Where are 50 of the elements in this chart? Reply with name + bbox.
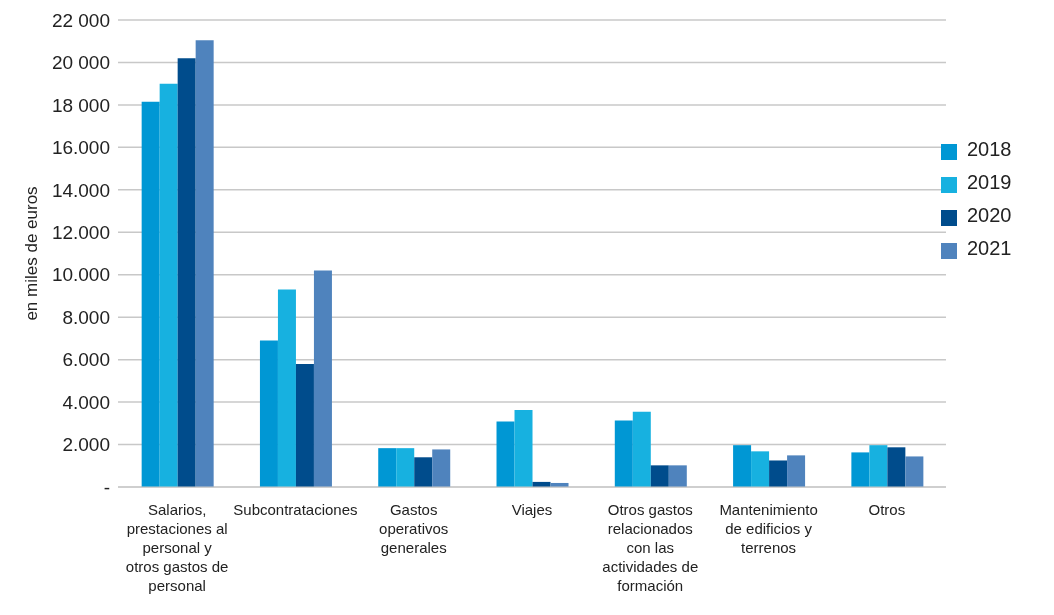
y-tick-label: 12.000 (51, 222, 110, 244)
y-tick-label: 16.000 (51, 137, 110, 159)
bar (851, 452, 870, 487)
x-tick-label: Mantenimiento de edificios y terrenos (719, 501, 818, 556)
x-tick-label: Salarios, prestaciones al personal y otros gastos de personal (125, 501, 229, 594)
y-tick-label: 10.000 (51, 264, 110, 286)
bar (869, 445, 888, 487)
bar (295, 363, 314, 487)
bar (668, 465, 687, 487)
x-tick-label: Otros (868, 501, 906, 518)
bar (650, 465, 669, 487)
y-tick-label: 8.000 (62, 306, 110, 328)
bar (313, 270, 332, 487)
bar (769, 460, 788, 487)
bar (414, 457, 433, 487)
bar (751, 451, 770, 487)
bar (733, 445, 752, 487)
y-tick-label: - (103, 476, 110, 498)
bar (259, 340, 278, 487)
y-tick-label: 4.000 (62, 391, 110, 413)
bar (514, 409, 533, 487)
bar (396, 448, 415, 487)
x-tick-label: Subcontrataciones (233, 501, 358, 518)
y-tick-label: 2.000 (62, 434, 110, 456)
y-tick-label: 14.000 (51, 179, 110, 201)
bar (614, 420, 633, 487)
bar (159, 83, 178, 487)
bar (177, 58, 196, 487)
y-tick-label: 6.000 (62, 349, 110, 371)
bar (905, 456, 924, 487)
bar (195, 40, 214, 487)
y-tick-label: 20 000 (51, 52, 110, 74)
y-tick-label: 22 000 (51, 9, 110, 31)
x-tick-label: Gastos operativos generales (379, 501, 449, 556)
x-tick-label: Otros gastos relacionados con las actividades de formación (602, 501, 699, 594)
bar (432, 449, 451, 487)
bar (887, 447, 906, 487)
bar (277, 289, 296, 487)
bar (496, 421, 515, 487)
y-axis-title: en miles de euros (22, 186, 42, 321)
legend-label: 2021 (967, 237, 1012, 259)
bar (787, 455, 806, 487)
bar (141, 101, 160, 487)
legend-label: 2019 (967, 171, 1012, 193)
legend-label: 2018 (967, 138, 1012, 160)
bar (632, 411, 651, 487)
legend-label: 2020 (967, 204, 1012, 226)
bar (378, 448, 397, 487)
y-tick-label: 18 000 (51, 94, 110, 116)
x-tick-label: Viajes (511, 501, 553, 518)
